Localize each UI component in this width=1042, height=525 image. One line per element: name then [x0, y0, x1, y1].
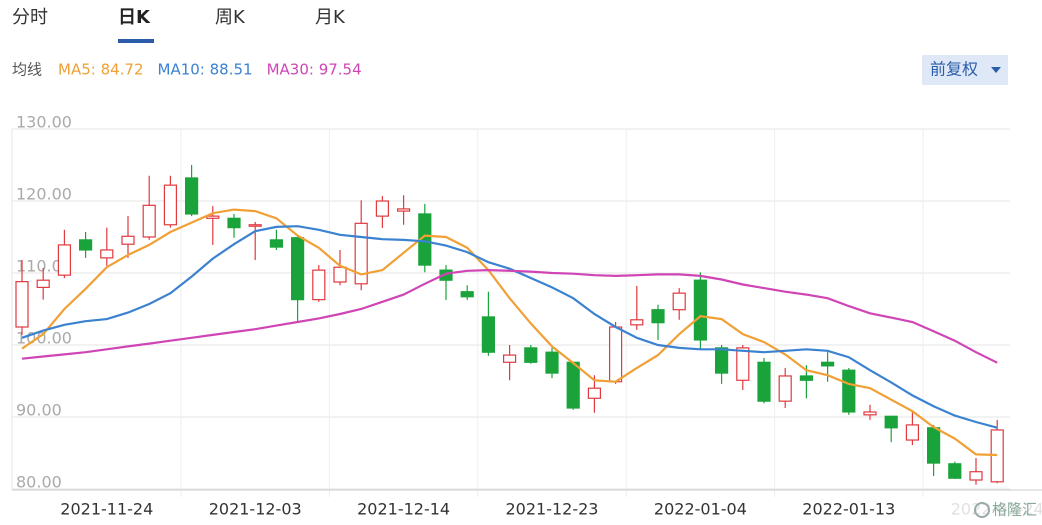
y-tick-label: 90.00	[16, 401, 62, 420]
candle-body	[227, 217, 241, 229]
candle-body	[291, 237, 305, 301]
x-tick-label: 2021-11-24	[60, 500, 153, 519]
candle-body	[206, 215, 220, 219]
candle-body	[503, 354, 517, 363]
candle-body	[969, 471, 983, 481]
candle-body	[566, 361, 580, 409]
watermark: 格隆汇	[992, 501, 1037, 519]
candle-body	[842, 369, 856, 413]
legend-entry: MA30: 97.54	[267, 61, 362, 79]
candle-body	[248, 224, 262, 227]
watermark-bg	[950, 496, 1042, 524]
candle-body	[630, 319, 644, 326]
candle-body	[57, 244, 72, 276]
candle-body	[799, 375, 814, 381]
candle-body	[693, 279, 708, 341]
candle-body	[269, 239, 283, 248]
x-tick-label: 2022-01-13	[802, 500, 895, 519]
candle-body	[481, 316, 495, 353]
candle-body	[375, 200, 389, 217]
y-tick-label: 80.00	[16, 473, 62, 492]
button-label[interactable]: 前复权	[930, 60, 978, 79]
x-tick-label: 2021-12-14	[357, 500, 450, 519]
ma-line	[21, 268, 998, 364]
candle-body	[36, 279, 50, 289]
watermark-logo	[974, 502, 990, 518]
legend-title: 均线	[12, 61, 42, 79]
tab-bar: 分时 日K 周K 月K	[12, 7, 346, 43]
x-axis: 2021-11-24 2021-12-03 2021-12-14 2021-12-23…	[12, 489, 1042, 519]
candle-body	[672, 292, 686, 311]
candle-body	[948, 463, 962, 479]
legend: MA5: 84.72 MA10: 88.51 MA30: 97.54	[58, 61, 362, 79]
tab[interactable]: 周K	[215, 7, 246, 28]
candle-body	[460, 291, 474, 298]
candle-body	[778, 375, 792, 402]
candle-body	[714, 347, 729, 374]
candle-body	[163, 184, 177, 226]
candle-body	[863, 411, 877, 416]
candle-body	[354, 222, 368, 285]
tab-underline	[118, 39, 154, 43]
y-tick-label: 120.00	[16, 185, 72, 204]
candle-body	[545, 351, 559, 374]
candle-body	[333, 266, 347, 283]
candle-body	[608, 326, 623, 383]
candle-body	[926, 427, 941, 464]
candle-body	[439, 269, 453, 281]
legend-entry: MA10: 88.51	[158, 61, 253, 79]
plot-area	[15, 165, 1004, 485]
candle-body	[736, 347, 750, 381]
ma-line	[21, 208, 998, 457]
ma-line	[21, 225, 998, 429]
tab[interactable]: 月K	[315, 7, 346, 28]
candle-body	[312, 269, 326, 301]
candle-body	[884, 415, 898, 429]
candle-body	[524, 347, 538, 363]
candle-body	[397, 208, 411, 212]
candle-body	[905, 424, 920, 441]
candle-body	[15, 281, 29, 328]
candle-body	[820, 361, 835, 367]
candle-body	[142, 204, 156, 238]
x-tick-label: 2021-12-03	[209, 500, 302, 519]
candle-body	[78, 239, 93, 251]
candle-body	[121, 235, 135, 245]
candle-body	[185, 177, 199, 215]
x-tick-label: 2021-12-23	[506, 500, 599, 519]
candle-body	[100, 249, 114, 259]
candle-body	[651, 309, 665, 324]
dropdown-arrow	[991, 67, 1001, 73]
tab[interactable]: 分时	[12, 7, 48, 28]
adjust-button[interactable]: 前复权	[922, 55, 1008, 85]
candle-body	[757, 361, 771, 402]
y-tick-label: 130.00	[16, 113, 72, 132]
candle-body	[587, 387, 602, 399]
tab[interactable]: 日K	[118, 7, 151, 28]
legend-entry: MA5: 84.72	[58, 61, 144, 79]
x-tick-label: 2022-01-04	[654, 500, 747, 519]
